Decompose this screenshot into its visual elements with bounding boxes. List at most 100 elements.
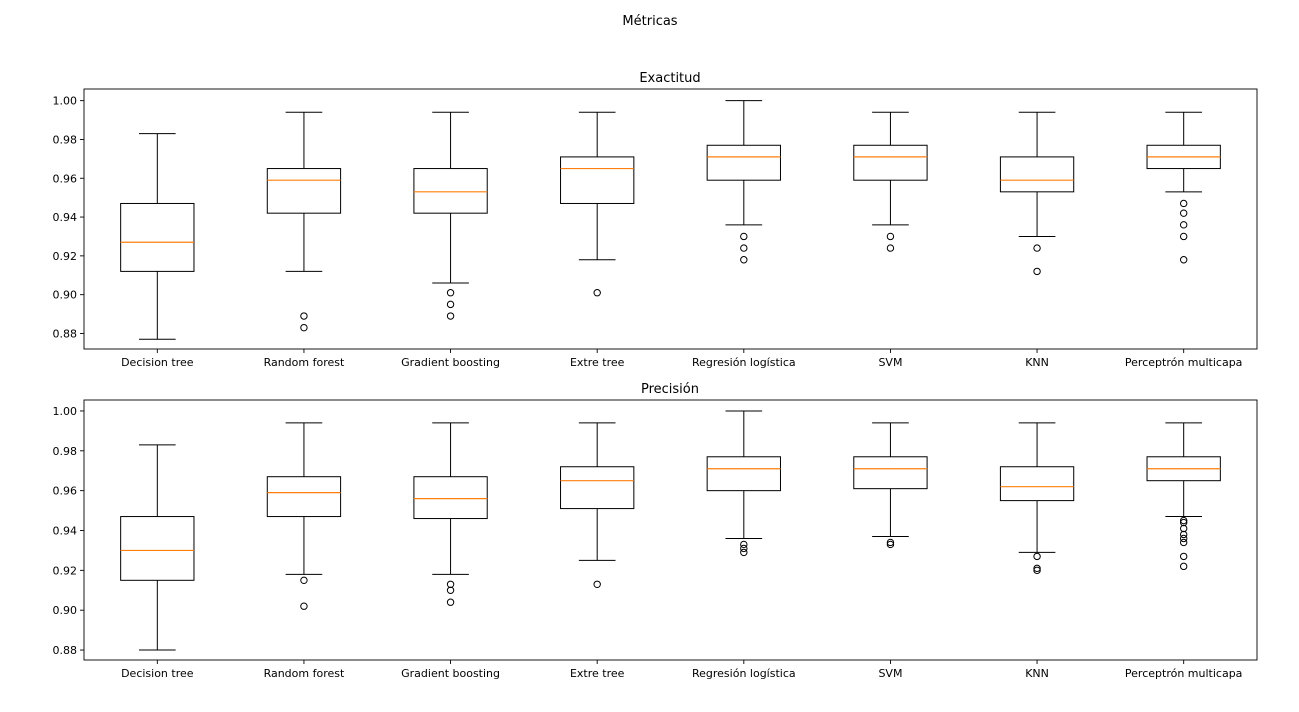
x-tick-label: Gradient boosting [401,667,500,680]
outlier-point [740,540,748,549]
y-tick-label: 0.96 [53,485,78,498]
x-tick-label: SVM [878,667,902,680]
y-tick-label: 0.96 [53,172,78,185]
outlier-point [1179,199,1188,208]
box-2 [413,422,488,606]
outlier-point [1033,564,1041,573]
y-tick-label: 0.98 [53,445,78,458]
x-tick-label: Decision tree [121,356,194,369]
box-body [120,202,195,272]
y-tick-label: 0.88 [53,327,78,340]
box-body [853,144,928,181]
x-tick-label: Random forest [264,667,345,680]
box-3 [560,422,635,588]
subplot-precision: Precisión 0.88 0.90 0.92 0.94 0.96 0.98 1.00 De… [53,382,1258,680]
box-1 [266,422,342,610]
box-body [706,144,781,181]
box-1 [266,111,342,332]
outlier-point [1179,256,1188,264]
subplot-exactitud: Exactitud 0.88 0.90 0.92 0.94 0.96 0.98 1.00 De… [53,71,1258,369]
box-4 [706,410,781,557]
outlier-point [1033,552,1041,561]
outlier-point [740,548,748,557]
box-body [999,466,1075,502]
outlier-point [446,312,455,320]
y-tick-label: 0.92 [53,564,78,577]
outlier-point [1179,221,1188,229]
box-body [266,168,342,214]
subplot-title: Precisión [641,382,699,397]
box-2 [413,111,488,320]
x-tick-label: Random forest [264,356,345,369]
figure-title: Métricas [622,14,677,29]
box-body [266,476,342,518]
x-tick-label: Decision tree [121,667,194,680]
y-tick-label: 0.94 [53,524,78,537]
x-tick-label: Regresión logística [692,356,796,369]
box-body [999,156,1075,193]
x-tick-label: Gradient boosting [401,356,500,369]
outlier-point [1179,562,1188,571]
x-tick-label: SVM [878,356,902,369]
box-0 [120,133,195,340]
outlier-point [593,580,601,588]
box-5 [853,422,928,549]
outlier-point [300,323,308,332]
x-tick-label: KNN [1025,667,1049,680]
box-5 [853,111,928,252]
outlier-point [1033,267,1041,276]
x-tick-label: Extre tree [570,667,625,680]
box-body [120,516,195,581]
y-tick-label: 0.98 [53,133,78,146]
outlier-point [1179,524,1188,533]
outlier-point [886,540,895,549]
outlier-point [593,289,601,297]
outlier-point [446,300,455,309]
outlier-point [1179,516,1188,525]
y-tick-label: 1.00 [53,95,78,108]
axes-frame [83,88,1258,350]
x-tick-label: Perceptrón multicapa [1125,667,1243,680]
outlier-point [740,544,748,553]
box-3 [560,111,635,297]
y-tick-label: 0.92 [53,250,78,263]
outlier-point [740,232,748,241]
outlier-point [1033,244,1041,252]
outlier-point [886,232,895,241]
box-body [853,456,928,490]
outlier-point [446,580,455,588]
subplot-title: Exactitud [639,71,700,86]
box-6 [999,111,1075,276]
y-tick-label: 0.88 [53,644,78,657]
outlier-point [1179,552,1188,561]
box-body [560,156,635,204]
outlier-point [446,598,455,606]
x-tick-label: Regresión logística [692,667,796,680]
outlier-point [300,576,308,585]
outlier-point [446,289,455,297]
box-body [413,476,488,520]
outlier-point [1179,232,1188,241]
box-7 [1146,111,1221,264]
y-tick-label: 0.90 [53,289,78,302]
x-tick-label: Extre tree [570,356,625,369]
outlier-point [886,244,895,252]
y-tick-label: 0.94 [53,211,78,224]
outlier-point [1179,534,1188,543]
box-body [560,466,635,510]
y-tick-label: 0.90 [53,604,78,617]
outlier-point [1179,530,1188,539]
x-tick-label: KNN [1025,356,1049,369]
outlier-point [886,538,895,547]
outlier-point [740,244,748,252]
box-4 [706,100,781,264]
y-tick-label: 1.00 [53,405,78,418]
outlier-point [300,602,308,610]
outlier-point [1179,538,1188,547]
box-7 [1146,422,1221,571]
outlier-point [740,256,748,264]
outlier-point [1033,566,1041,575]
outlier-point [300,312,308,320]
x-tick-label: Perceptrón multicapa [1125,356,1243,369]
